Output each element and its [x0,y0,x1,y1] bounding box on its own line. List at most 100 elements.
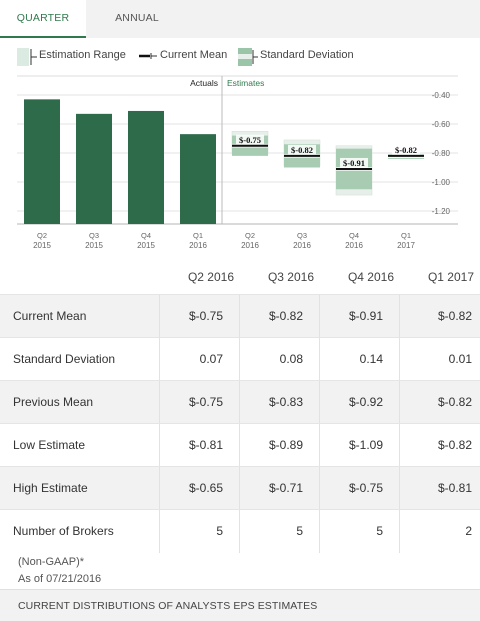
cell-value: $-0.91 [348,309,383,323]
x-tick-year: 2015 [85,241,103,250]
cell-value: $-0.83 [268,395,303,409]
cell-value: $-0.81 [188,438,223,452]
distribution-section-header[interactable]: CURRENT DISTRIBUTIONS OF ANALYSTS EPS ES… [0,589,480,621]
cell-value: 5 [376,524,383,538]
row-label: Low Estimate [13,438,86,452]
mean-data-label: $-0.82 [291,145,313,155]
table-cell: 5 [239,510,319,553]
period-tabs: QUARTER ANNUAL [0,0,480,38]
table-row: Previous Mean $-0.75 $-0.83 $-0.92 $-0.82 [0,380,480,424]
table-cell: $-0.81 [399,467,480,510]
table-cell: $-0.75 [159,381,239,424]
estimates-label: Estimates [227,78,264,88]
actuals-label: Actuals [190,78,218,88]
table-cell: 0.01 [399,338,480,381]
legend-estimation-range: Estimation Range [39,49,126,61]
cell-value: $-0.71 [268,481,303,495]
legend-standard-deviation: Standard Deviation [260,49,354,61]
row-label: Standard Deviation [13,352,116,366]
table-header: Q2 2016 Q3 2016 Q4 2016 Q1 2017 [0,262,480,294]
table-cell: $-0.92 [319,381,399,424]
cell-value: $-0.75 [188,309,223,323]
actual-bar [24,99,60,224]
cell-value: $-0.75 [348,481,383,495]
estimation-range-icon [17,48,37,66]
standard-deviation-icon [238,48,258,66]
mean-label-bg [340,157,368,168]
table-cell: 0.07 [159,338,239,381]
std-dev-band-lower [336,170,372,190]
y-tick-label: -1.00 [432,178,451,187]
cell-value: 5 [216,524,223,538]
cell-value: $-1.09 [348,438,383,452]
table-cell: $-1.09 [319,424,399,467]
cell-value: 0.07 [199,352,223,366]
x-tick-year: 2017 [397,241,415,250]
actual-bar [76,113,112,224]
as-of-date: As of 07/21/2016 [18,573,102,585]
cell-value: $-0.82 [437,395,472,409]
mean-label-bg [288,144,316,155]
actual-bar [180,134,216,224]
gaap-note: (Non-GAAP)* [18,556,85,568]
cell-value: $-0.81 [437,481,472,495]
table-cell: $-0.75 [319,467,399,510]
tab-quarter[interactable]: QUARTER [0,0,86,38]
chart-legend: Estimation Range Current Mean Standard D… [0,40,480,72]
y-tick-label: -0.40 [432,91,451,100]
legend-current-mean: Current Mean [160,49,228,61]
y-tick-label: -0.60 [432,120,451,129]
table-cell: 2 [399,510,480,553]
x-tick-quarter: Q1 [193,231,203,240]
column-header: Q4 2016 [347,270,394,284]
distribution-section-title: CURRENT DISTRIBUTIONS OF ANALYSTS EPS ES… [18,600,318,612]
x-tick-quarter: Q2 [37,231,47,240]
table-cell: $-0.82 [399,295,480,338]
table-cell: 0.08 [239,338,319,381]
column-header: Q1 2017 [427,270,474,284]
mean-data-label: $-0.82 [395,145,417,155]
cell-value: $-0.82 [437,438,472,452]
table-row: Standard Deviation 0.07 0.08 0.14 0.01 [0,337,480,381]
y-tick-label: -1.20 [432,207,451,216]
row-label: Current Mean [13,309,87,323]
x-tick-year: 2015 [137,241,155,250]
table-cell: $-0.81 [159,424,239,467]
x-tick-quarter: Q3 [89,231,99,240]
table-cell: 0.14 [319,338,399,381]
table-cell: $-0.82 [239,295,319,338]
cell-value: $-0.65 [188,481,223,495]
table-cell: 5 [159,510,239,553]
table-row: Low Estimate $-0.81 $-0.89 $-1.09 $-0.82 [0,423,480,467]
x-tick-quarter: Q4 [349,231,359,240]
table-cell: 5 [319,510,399,553]
y-tick-label: -0.80 [432,149,451,158]
table-cell: $-0.71 [239,467,319,510]
std-dev-band-lower [232,147,268,156]
cell-value: $-0.82 [437,309,472,323]
x-tick-quarter: Q3 [297,231,307,240]
x-tick-quarter: Q2 [245,231,255,240]
x-tick-year: 2015 [33,241,51,250]
cell-value: 2 [465,524,472,538]
x-tick-year: 2016 [189,241,207,250]
table-cell: $-0.91 [319,295,399,338]
table-cell: $-0.65 [159,467,239,510]
mean-label-bg [392,144,420,155]
tab-annual[interactable]: ANNUAL [115,12,159,24]
std-dev-band-lower [388,157,424,159]
current-mean-icon [139,53,157,59]
mean-data-label: $-0.91 [343,158,365,168]
x-tick-year: 2016 [345,241,363,250]
cell-value: $-0.92 [348,395,383,409]
actual-bar [128,110,164,224]
cell-value: 5 [296,524,303,538]
table-cell: $-0.82 [399,381,480,424]
table-row: Number of Brokers 5 5 5 2 [0,509,480,553]
cell-value: 0.14 [359,352,383,366]
row-label: High Estimate [13,481,88,495]
x-tick-quarter: Q4 [141,231,151,240]
row-label: Number of Brokers [13,524,114,538]
table-row: Current Mean $-0.75 $-0.82 $-0.91 $-0.82 [0,294,480,338]
x-tick-year: 2016 [293,241,311,250]
